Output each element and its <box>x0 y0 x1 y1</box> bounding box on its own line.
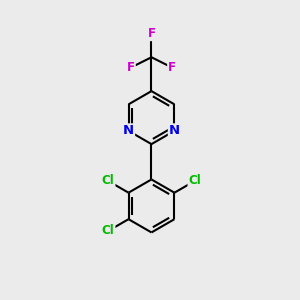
Text: Cl: Cl <box>102 174 115 188</box>
Text: F: F <box>148 27 155 40</box>
Text: Cl: Cl <box>188 174 201 188</box>
Text: N: N <box>169 124 180 137</box>
Text: F: F <box>168 61 176 74</box>
Text: F: F <box>127 61 135 74</box>
Text: Cl: Cl <box>102 224 115 238</box>
Text: N: N <box>123 124 134 137</box>
